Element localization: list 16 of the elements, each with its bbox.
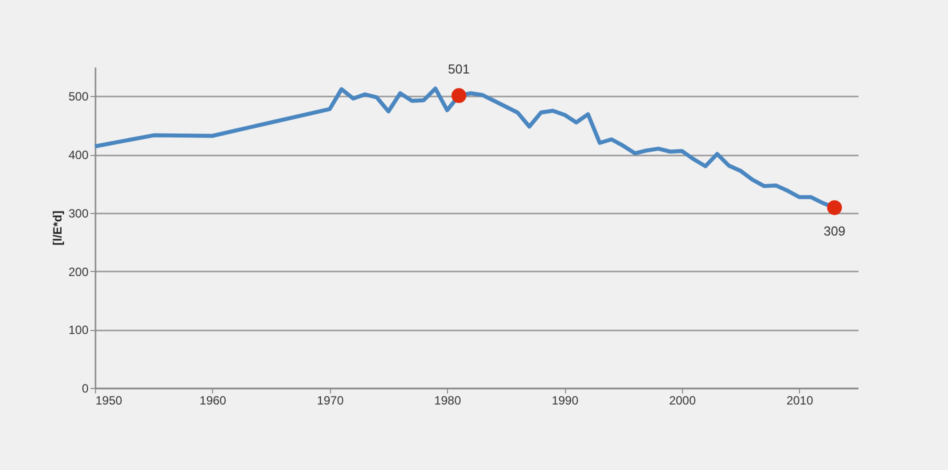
y-tick-label: 500: [68, 90, 89, 104]
x-tick-label: 1970: [316, 394, 344, 408]
x-tick-label: 1990: [552, 394, 579, 408]
y-tick-label: 300: [68, 206, 89, 220]
y-tick-label: 400: [68, 148, 89, 162]
x-tick-label: 1980: [434, 394, 462, 408]
x-tick-label: 2010: [786, 394, 814, 408]
y-tick-label: 100: [68, 323, 89, 338]
y-axis-title: [l/E*d]: [50, 210, 64, 246]
x-tick-label: 1950: [96, 394, 123, 408]
x-tick-label: 2000: [669, 394, 696, 408]
x-tick-label: 1960: [200, 394, 227, 408]
data-label: 309: [824, 224, 846, 239]
data-label: 501: [448, 62, 470, 77]
y-tick-label: 0: [82, 382, 89, 396]
y-tick-label: 200: [68, 264, 89, 279]
